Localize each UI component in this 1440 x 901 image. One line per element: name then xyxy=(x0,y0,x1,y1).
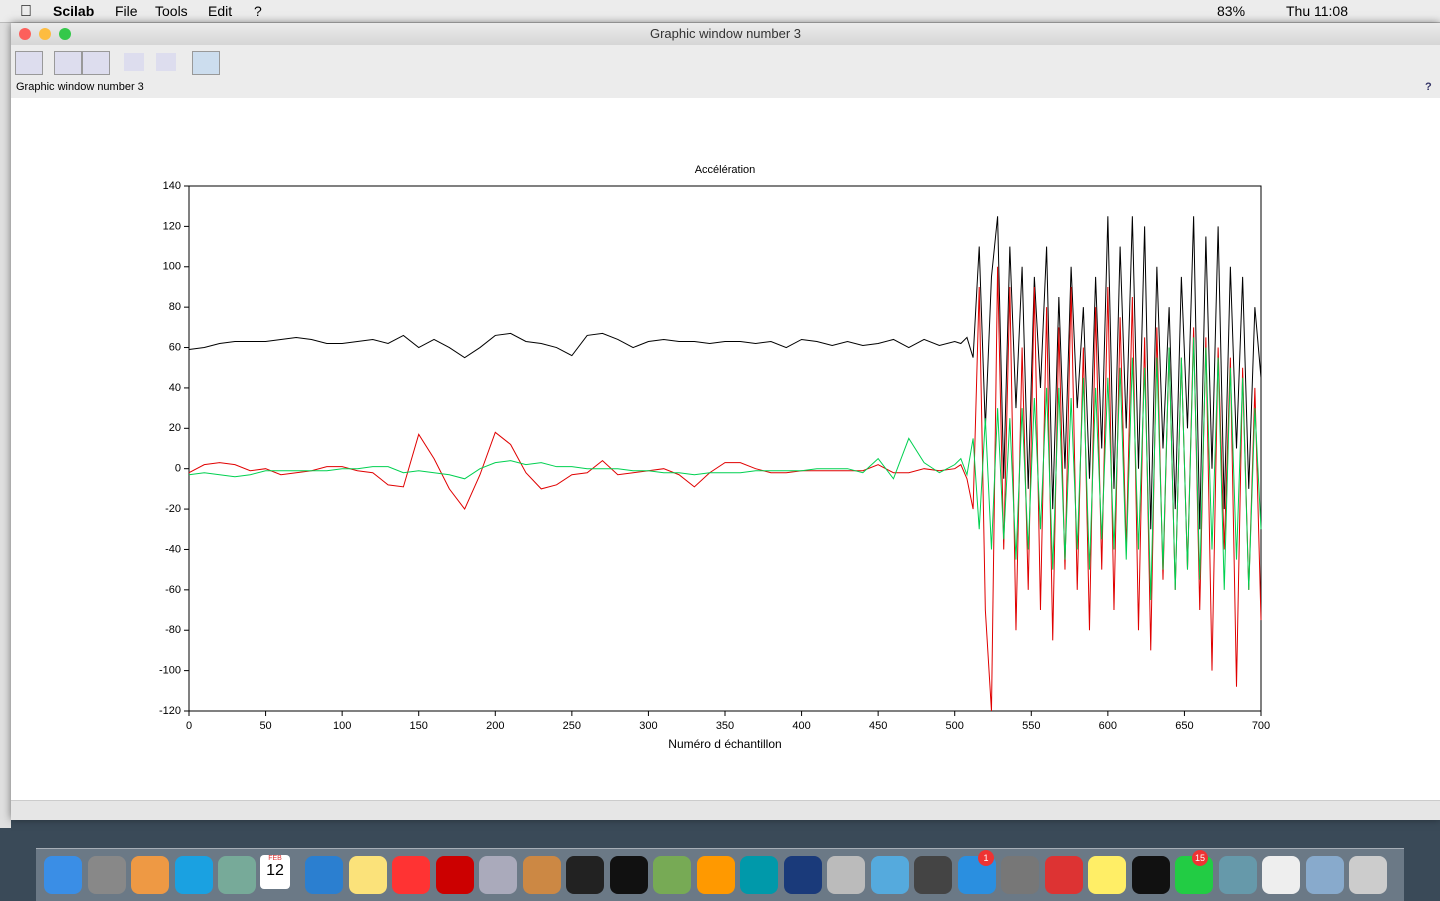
x-tick-label: 50 xyxy=(259,720,271,732)
dock-icon[interactable] xyxy=(1088,856,1126,894)
background-window xyxy=(0,23,11,828)
calendar-day: 12 xyxy=(266,862,284,879)
chart: Accélération Numéro d échantillon -120 -1… xyxy=(159,164,1270,751)
x-tick-label: 400 xyxy=(792,720,810,732)
window-title: Graphic window number 3 xyxy=(649,26,802,41)
minimize-button[interactable] xyxy=(39,28,51,40)
title-bar: Graphic window number 3 xyxy=(11,23,1440,45)
dock-icon[interactable] xyxy=(44,856,82,894)
dock-icon[interactable] xyxy=(566,856,604,894)
toolbar-button[interactable] xyxy=(82,51,110,75)
x-tick-label: 250 xyxy=(563,720,581,732)
y-tick-label: 120 xyxy=(163,220,181,232)
dock-icon[interactable] xyxy=(174,856,213,894)
y-tick-label: 60 xyxy=(169,341,181,353)
x-tick-label: 0 xyxy=(186,720,192,732)
dock-icon[interactable] xyxy=(1349,856,1387,894)
dock-icon[interactable] xyxy=(783,856,822,894)
toolbar-button[interactable] xyxy=(15,51,43,75)
graphic-window: Graphic window number 3 Graphic window n… xyxy=(11,23,1440,820)
close-button[interactable] xyxy=(19,28,31,40)
x-tick-label: 300 xyxy=(639,720,657,732)
menu-item[interactable]: Edit xyxy=(208,3,233,19)
dock-icon[interactable] xyxy=(653,856,691,894)
dock-icon[interactable] xyxy=(218,856,256,894)
y-tick-label: -80 xyxy=(165,624,181,636)
toolbar-button[interactable] xyxy=(156,53,176,71)
badge: 1 xyxy=(978,850,994,866)
y-tick-label: -40 xyxy=(165,543,181,555)
dock-icon[interactable] xyxy=(392,856,430,894)
dock-icon[interactable] xyxy=(348,856,387,894)
x-tick-label: 200 xyxy=(486,720,504,732)
x-axis-label: Numéro d échantillon xyxy=(668,737,781,751)
x-tick-label: 500 xyxy=(946,720,964,732)
y-tick-label: 100 xyxy=(163,261,181,273)
y-tick-label: -120 xyxy=(159,705,181,717)
y-tick-label: 80 xyxy=(169,301,181,313)
x-tick-label: 450 xyxy=(869,720,887,732)
y-tick-label: 140 xyxy=(163,180,181,192)
y-tick-label: 40 xyxy=(169,382,181,394)
calendar-icon[interactable]: FEB 12 xyxy=(260,855,290,889)
menu-item[interactable]: ? xyxy=(254,3,262,19)
dock-icon[interactable] xyxy=(827,856,865,894)
data-line xyxy=(188,266,1262,712)
dock-icon[interactable] xyxy=(1131,856,1170,894)
dock-icon[interactable] xyxy=(305,856,343,894)
menu-bar:  Scilab File Tools Edit ? 83% Thu 11:08 xyxy=(0,0,1440,23)
dock-icon[interactable] xyxy=(1305,856,1344,894)
y-tick-label: 0 xyxy=(175,463,181,475)
status-bar xyxy=(11,800,1440,820)
dock-icon[interactable] xyxy=(479,856,517,894)
dock-icon[interactable] xyxy=(740,856,778,894)
dock-icon[interactable] xyxy=(696,856,735,894)
dock-icon[interactable] xyxy=(1001,856,1039,894)
dock-icon[interactable] xyxy=(131,856,169,894)
dock-icon[interactable] xyxy=(609,856,648,894)
data-line xyxy=(188,337,1262,600)
clock[interactable]: Thu 11:08 xyxy=(1286,3,1349,19)
dock-icon[interactable] xyxy=(1044,856,1083,894)
menu-item[interactable]: File xyxy=(115,3,138,19)
zoom-button[interactable] xyxy=(59,28,71,40)
x-tick-label: 600 xyxy=(1099,720,1117,732)
battery[interactable]: 83% xyxy=(1217,3,1246,19)
calendar-month: FEB xyxy=(268,855,282,862)
apple-menu[interactable]:  xyxy=(20,3,32,21)
help-link[interactable]: ? xyxy=(1425,81,1432,93)
menu-item[interactable]: Tools xyxy=(155,3,188,19)
x-tick-label: 150 xyxy=(410,720,428,732)
y-tick-label: 20 xyxy=(169,422,181,434)
y-tick-label: -60 xyxy=(165,584,181,596)
dock-icon[interactable] xyxy=(914,856,952,894)
dock-icon[interactable] xyxy=(522,856,561,894)
dock-icon[interactable] xyxy=(87,856,126,894)
dock-icon[interactable] xyxy=(1262,856,1300,894)
toolbar-button[interactable] xyxy=(124,53,144,71)
toolbar-button[interactable] xyxy=(54,51,82,75)
plot-frame xyxy=(188,185,1262,712)
chart-title: Accélération xyxy=(695,164,756,176)
x-tick-label: 550 xyxy=(1022,720,1040,732)
x-tick-label: 700 xyxy=(1252,720,1270,732)
figure-label: Graphic window number 3 xyxy=(16,81,144,93)
dock-icon[interactable] xyxy=(1218,856,1257,894)
app-menu[interactable]: Scilab xyxy=(53,3,95,19)
y-tick-label: -100 xyxy=(159,665,181,677)
dock-icon[interactable] xyxy=(435,856,474,894)
help-button[interactable] xyxy=(192,51,220,75)
badge: 15 xyxy=(1192,850,1208,866)
x-tick-label: 650 xyxy=(1175,720,1193,732)
dock-icon[interactable] xyxy=(870,856,909,894)
y-tick-label: -20 xyxy=(165,503,181,515)
x-tick-label: 100 xyxy=(333,720,351,732)
x-tick-label: 350 xyxy=(716,720,734,732)
data-line xyxy=(188,216,1262,530)
